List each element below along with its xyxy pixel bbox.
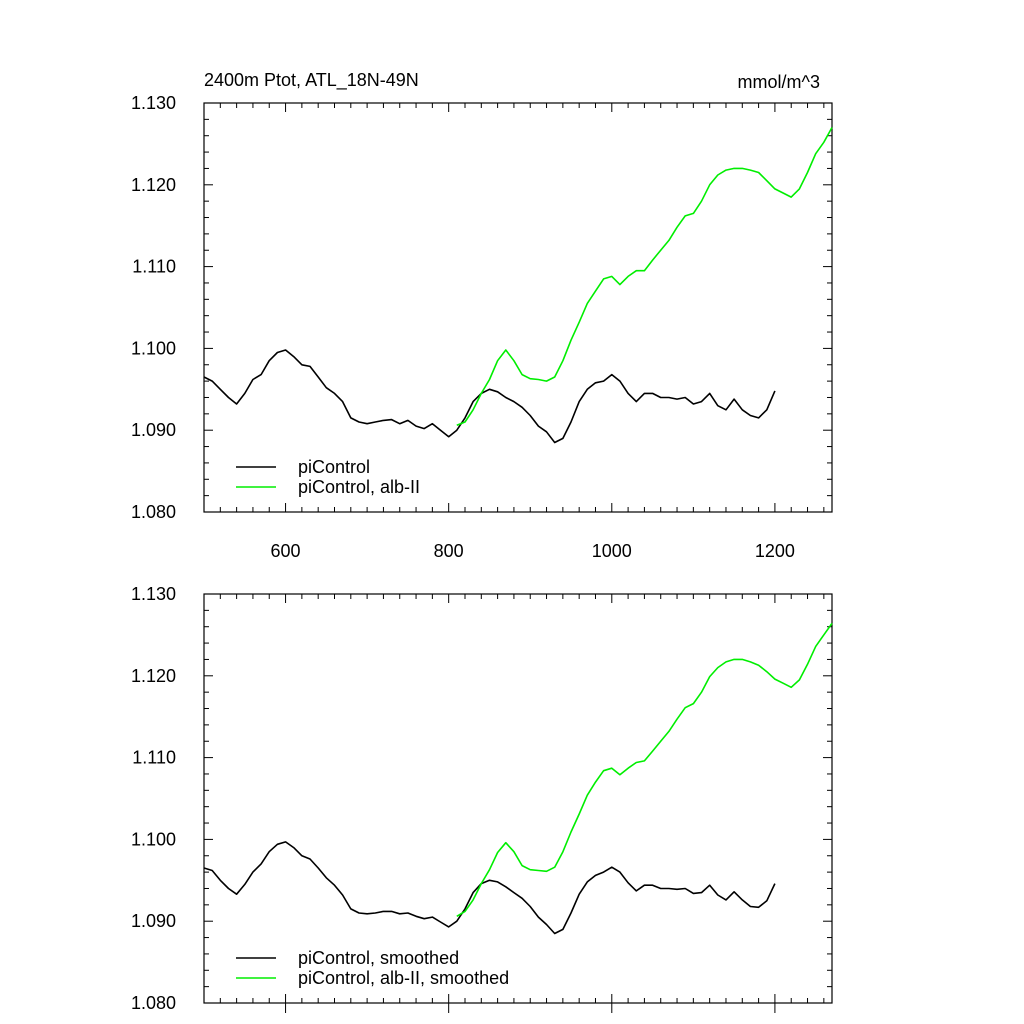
y-tick-label: 1.130 [131, 93, 176, 113]
legend-label: piControl, alb-II [298, 477, 420, 497]
y-tick-label: 1.110 [132, 257, 176, 277]
chart-title: 2400m Ptot, ATL_18N-49N [204, 70, 419, 91]
legend-label: piControl [298, 457, 370, 477]
y-tick-label: 1.080 [131, 993, 176, 1013]
series-line-1 [456, 127, 833, 427]
y-tick-label: 1.120 [131, 175, 176, 195]
plot-frame [203, 593, 833, 1004]
plot-frame [203, 102, 833, 513]
legend-label: piControl, alb-II, smoothed [298, 968, 509, 988]
units-label: mmol/m^3 [738, 72, 820, 92]
y-tick-label: 1.090 [131, 420, 176, 440]
y-tick-label: 1.100 [131, 338, 176, 358]
x-tick-label: 600 [271, 541, 301, 561]
x-tick-label: 800 [434, 541, 464, 561]
y-tick-label: 1.120 [131, 666, 176, 686]
x-tick-label: 1000 [592, 541, 632, 561]
y-tick-label: 1.110 [132, 748, 176, 768]
y-tick-label: 1.130 [131, 584, 176, 604]
series-line-0 [203, 349, 776, 444]
legend-label: piControl, smoothed [298, 948, 459, 968]
series-line-0 [203, 841, 776, 935]
y-tick-label: 1.100 [131, 829, 176, 849]
bottom-panel: 1.080 1.090 1.100 1.110 1.120 1.130 piControl,… [131, 584, 833, 1013]
y-tick-label: 1.080 [131, 502, 176, 522]
top-panel: 1.080 1.090 1.100 1.110 1.120 1.130 600 800 1000… [131, 93, 833, 561]
x-tick-label: 1200 [755, 541, 795, 561]
series-line-1 [456, 622, 833, 917]
y-tick-label: 1.090 [131, 911, 176, 931]
